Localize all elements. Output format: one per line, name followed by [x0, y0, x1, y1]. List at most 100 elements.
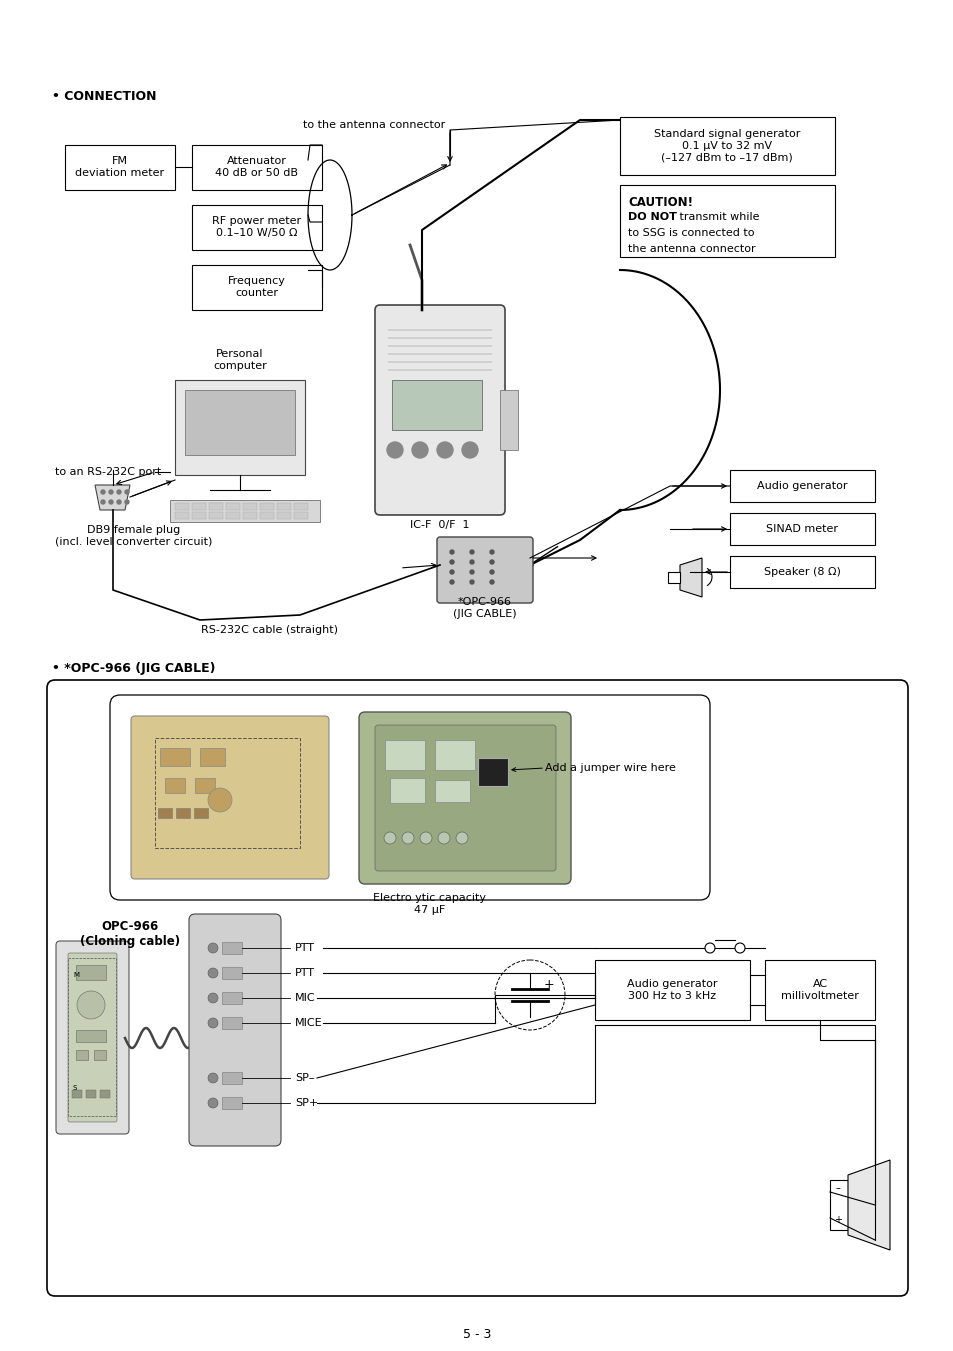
Bar [222, 967, 242, 979]
Bar [435, 740, 475, 770]
Text: S: S [73, 1085, 77, 1092]
Bar [260, 503, 274, 509]
Bar [222, 1017, 242, 1029]
Bar [174, 503, 189, 509]
Text: SP+: SP+ [294, 1098, 318, 1108]
Circle shape [384, 832, 395, 844]
Bar [499, 390, 517, 450]
Circle shape [436, 442, 453, 458]
Bar [192, 205, 322, 250]
Bar [154, 738, 299, 848]
Circle shape [470, 580, 474, 584]
Circle shape [117, 490, 121, 494]
Text: Frequency
counter: Frequency counter [228, 276, 286, 297]
Bar [200, 748, 225, 766]
Bar [71, 1090, 82, 1098]
Bar [390, 778, 424, 802]
FancyBboxPatch shape [131, 716, 329, 880]
Bar [764, 961, 874, 1020]
Text: 5 - 3: 5 - 3 [462, 1328, 491, 1342]
Circle shape [490, 570, 494, 574]
Text: to an RS-232C port: to an RS-232C port [55, 467, 161, 477]
FancyBboxPatch shape [47, 680, 907, 1296]
Circle shape [109, 500, 112, 504]
Text: *OPC-966
(JIG CABLE): *OPC-966 (JIG CABLE) [453, 597, 517, 619]
Text: –: – [835, 1183, 840, 1193]
Text: RF power meter
0.1–10 W/50 Ω: RF power meter 0.1–10 W/50 Ω [213, 216, 301, 238]
Text: the antenna connector: the antenna connector [627, 245, 755, 254]
Text: +: + [543, 978, 554, 992]
Text: Add a jumper wire here: Add a jumper wire here [544, 763, 675, 773]
Bar [477, 758, 507, 786]
Circle shape [387, 442, 402, 458]
Bar [76, 1029, 106, 1042]
Text: to the antenna connector: to the antenna connector [302, 120, 444, 130]
Text: FM
deviation meter: FM deviation meter [75, 157, 164, 178]
Circle shape [208, 993, 218, 1002]
Bar [226, 512, 240, 519]
Text: Personal
computer: Personal computer [213, 349, 267, 370]
Bar [165, 778, 185, 793]
Text: Speaker (8 Ω): Speaker (8 Ω) [762, 567, 840, 577]
Circle shape [461, 442, 477, 458]
FancyBboxPatch shape [68, 952, 117, 1121]
Bar [222, 992, 242, 1004]
Text: CAUTION!: CAUTION! [627, 196, 692, 209]
Text: • CONNECTION: • CONNECTION [52, 91, 156, 103]
Circle shape [419, 832, 432, 844]
Text: AC
millivoltmeter: AC millivoltmeter [781, 979, 858, 1001]
Text: DB9 female plug
(incl. level converter circuit): DB9 female plug (incl. level converter c… [55, 526, 213, 547]
Circle shape [437, 832, 450, 844]
Circle shape [470, 570, 474, 574]
Bar [294, 503, 308, 509]
Circle shape [208, 1098, 218, 1108]
Bar [222, 1071, 242, 1084]
Bar [385, 740, 424, 770]
Bar [829, 1179, 847, 1229]
Circle shape [208, 788, 232, 812]
FancyBboxPatch shape [358, 712, 571, 884]
Bar [260, 512, 274, 519]
Circle shape [450, 570, 454, 574]
FancyBboxPatch shape [375, 305, 504, 515]
Bar [65, 145, 174, 190]
Bar [192, 503, 206, 509]
Bar [160, 748, 190, 766]
Bar [619, 185, 834, 257]
Bar [68, 958, 116, 1116]
Bar [192, 265, 322, 309]
Bar [276, 503, 291, 509]
Polygon shape [679, 558, 701, 597]
Circle shape [734, 943, 744, 952]
Bar [729, 470, 874, 503]
Text: Standard signal generator
0.1 μV to 32 mV
(–127 dBm to –17 dBm): Standard signal generator 0.1 μV to 32 m… [653, 130, 800, 162]
Circle shape [77, 992, 105, 1019]
Text: PTT: PTT [294, 943, 314, 952]
Text: +: + [833, 1215, 841, 1225]
FancyBboxPatch shape [56, 942, 129, 1133]
Circle shape [401, 832, 414, 844]
Bar [192, 512, 206, 519]
Bar [175, 808, 190, 817]
Bar [76, 1050, 88, 1061]
Circle shape [208, 1019, 218, 1028]
Text: PTT: PTT [294, 969, 314, 978]
Bar [226, 503, 240, 509]
Bar [193, 808, 208, 817]
Bar [86, 1090, 96, 1098]
Text: Attenuator
40 dB or 50 dB: Attenuator 40 dB or 50 dB [215, 157, 298, 178]
Bar [222, 1097, 242, 1109]
FancyBboxPatch shape [436, 536, 533, 603]
Circle shape [412, 442, 428, 458]
Text: transmit while: transmit while [676, 212, 759, 222]
Circle shape [101, 500, 105, 504]
Bar [729, 557, 874, 588]
Text: IC-F  0/F  1: IC-F 0/F 1 [410, 520, 469, 530]
FancyBboxPatch shape [189, 915, 281, 1146]
Bar [192, 145, 322, 190]
Circle shape [109, 490, 112, 494]
Text: to SSG is connected to: to SSG is connected to [627, 228, 754, 238]
Text: RS-232C cable (straight): RS-232C cable (straight) [201, 626, 338, 635]
Bar [209, 503, 223, 509]
Bar [595, 961, 749, 1020]
